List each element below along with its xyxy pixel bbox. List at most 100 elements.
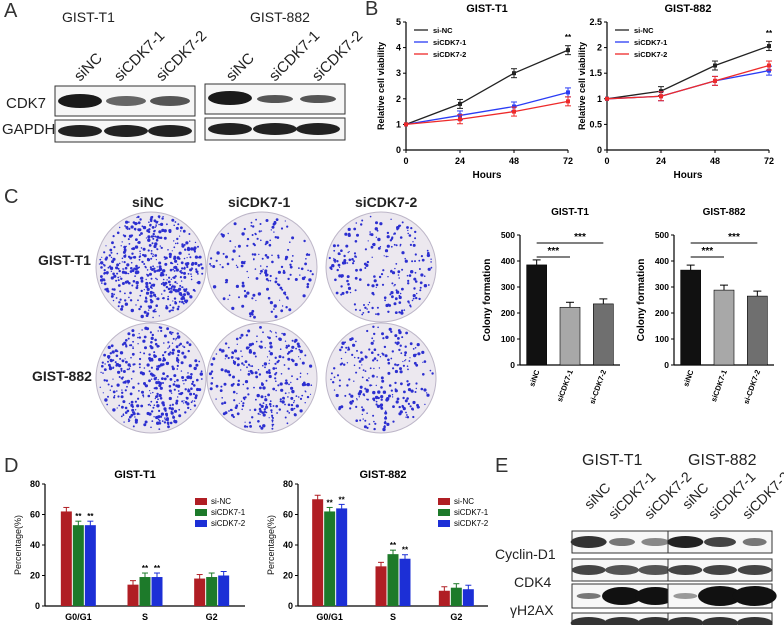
blot-a-row-gapdh: GAPDH [2, 121, 55, 138]
blot-band [742, 538, 767, 546]
y-tick-label: 80 [30, 479, 40, 489]
blot-band [602, 587, 642, 605]
panel-label-d: D [4, 455, 19, 477]
colony-plate [206, 322, 318, 434]
blot-band [736, 617, 773, 625]
blot-e-cell-882: GIST-882 [688, 452, 757, 469]
western-blot-e: GIST-T1 GIST-882 siNC siCDK7-1 siCDK7-2 … [495, 452, 784, 625]
y-axis-label: Percentage(%) [13, 515, 23, 575]
significance-label: ** [142, 564, 149, 573]
significance-label: *** [574, 232, 586, 243]
chart-title: GIST-T1 [551, 207, 589, 218]
blot-band [605, 565, 639, 575]
blot-a-cell-882: GIST-882 [250, 9, 310, 25]
significance-label: ** [154, 564, 161, 573]
panel-label-e: E [495, 455, 509, 477]
blot-band [58, 94, 102, 108]
data-point [659, 94, 663, 99]
blot-band [58, 125, 102, 137]
blot-band [208, 123, 252, 135]
chart-title: GIST-882 [359, 469, 406, 481]
data-point [767, 68, 771, 73]
legend-label: siCDK7-1 [211, 508, 246, 517]
cell-cycle-chart-gist-882: GIST-882 0 20 40 60 80 Percentage(%) ** ** G0/G1 *… [266, 469, 489, 622]
blot-e-row-label: Cyclin-D1 [495, 546, 556, 562]
legend-swatch [195, 520, 207, 527]
y-tick-label: 0 [35, 601, 40, 611]
blot-a-lane-label: siNC [223, 50, 258, 85]
legend-swatch [195, 509, 207, 516]
legend-label: si-NC [454, 497, 474, 506]
blot-e-cell-t1: GIST-T1 [582, 452, 643, 469]
significance-label: ** [327, 498, 334, 507]
y-tick-label: 400 [501, 256, 515, 266]
bar [206, 577, 218, 606]
y-tick-label: 0 [597, 145, 602, 155]
blot-band [296, 123, 340, 135]
y-tick-label: 2 [396, 94, 401, 104]
y-axis-label: Colony formation [482, 259, 493, 342]
y-tick-label: 20 [30, 571, 40, 581]
blot-band [635, 587, 676, 605]
significance-label: *** [547, 246, 559, 257]
legend-label: si-NC [634, 26, 654, 35]
y-axis-label: Relative cell viability [376, 42, 386, 130]
bar [593, 303, 614, 366]
x-tick-label: S [390, 612, 396, 622]
blot-e-row-label: CDK4 [514, 574, 552, 590]
blot-band [637, 617, 674, 625]
colony-plate [206, 211, 318, 323]
blot-band [576, 593, 601, 599]
x-tick-label: 72 [563, 156, 573, 166]
legend-swatch [438, 498, 450, 505]
series-line [405, 91, 569, 126]
data-point [512, 109, 516, 114]
bar [60, 511, 72, 606]
blot-band [570, 617, 607, 625]
data-point [566, 99, 570, 104]
significance-label: ** [402, 546, 409, 555]
y-axis-label: Relative cell viability [577, 42, 587, 130]
legend-label: siCDK7-2 [634, 50, 667, 59]
colony-bar-chart-gist-882: GIST-882 0 100 200 300 400 500 Colony formation… [636, 207, 774, 405]
data-point [767, 44, 771, 49]
bar [375, 566, 387, 606]
bar [312, 499, 324, 606]
bar [151, 577, 163, 606]
bar [713, 289, 735, 366]
x-tick-label: G0/G1 [65, 612, 92, 622]
blot-band [253, 123, 297, 135]
series-line [405, 49, 569, 126]
bar [324, 511, 336, 606]
data-point [512, 71, 516, 76]
x-tick-label: G2 [450, 612, 462, 622]
significance-label: ** [75, 512, 82, 521]
x-tick-label: 24 [455, 156, 465, 166]
significance-label: *** [701, 246, 713, 257]
y-tick-label: 0 [510, 360, 515, 370]
blot-band [104, 125, 148, 137]
x-tick-label: G0/G1 [316, 612, 343, 622]
blot-band [609, 538, 635, 546]
chart-title: GIST-882 [664, 3, 711, 15]
y-tick-label: 400 [655, 256, 669, 266]
x-tick-label: G2 [206, 612, 218, 622]
bar [559, 306, 581, 366]
blot-a-cell-t1: GIST-T1 [62, 9, 115, 25]
significance-label: ** [339, 495, 346, 504]
legend-label: si-NC [433, 26, 453, 35]
western-blot-a: GIST-T1 GIST-882 siNC siCDK7-1 siCDK7-2 … [2, 9, 365, 143]
bar [526, 264, 547, 366]
blot-band [208, 91, 252, 105]
x-tick-label: siNC [681, 368, 696, 388]
legend-label: siCDK7-1 [634, 38, 667, 47]
bar [747, 295, 768, 366]
bar [399, 558, 411, 606]
plate-col-label: siCDK7-1 [228, 194, 290, 210]
y-tick-label: 300 [655, 282, 669, 292]
y-tick-label: 60 [30, 510, 40, 520]
bar [680, 269, 701, 366]
y-tick-label: 300 [501, 282, 515, 292]
blot-e-row-label: γH2AX [510, 602, 554, 618]
y-tick-label: 100 [501, 334, 515, 344]
